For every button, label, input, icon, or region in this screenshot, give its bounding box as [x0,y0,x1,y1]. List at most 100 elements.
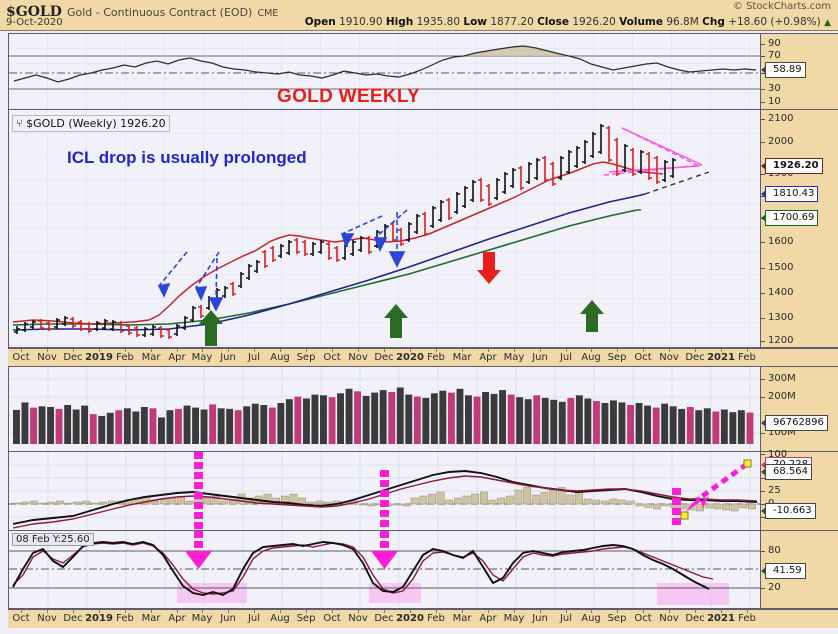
ppo-histogram-bar [557,487,566,505]
date-label-month: Mar [141,613,161,624]
date-label-month: Apr [479,613,497,624]
quote-date: 9-Oct-2020 [6,17,63,28]
ppo-histogram-bar [549,489,557,505]
ppo-histogram-bar [47,501,56,505]
ppo-histogram-bar [56,500,64,505]
date-tick [21,610,22,613]
volume-bar [695,410,703,444]
volume-bar [149,408,157,445]
date-label-month: May [191,352,213,363]
ppo-histogram-bar [99,501,108,505]
volume-bar [21,402,29,444]
ppo-histogram-bar [428,493,436,505]
stochastic-panel: 08 Feb Y:25.60 80 20 41.59 [8,531,838,609]
date-tick [591,610,592,613]
ppo-histogram-bar [739,503,748,509]
date-label-month: Jun [532,352,548,363]
ppo-axis: 100 50 25 0 -25 70.228 68.564 -10.663 [760,450,838,530]
volume-bar [183,405,191,444]
volume-bar [200,409,208,444]
date-label-month: Oct [12,352,30,363]
date-label-month: May [503,613,525,624]
volume-tick-100m: 100M [768,427,796,438]
date-tick [617,349,618,352]
price-tick-1300: 1300 [768,312,794,323]
volume-bar [729,412,737,444]
volume-bar [311,394,319,444]
volume-bar [175,408,182,444]
date-tick [254,610,255,613]
date-tick [177,610,178,613]
date-tick [151,610,152,613]
volume-tick-200m: 200M [768,391,796,402]
price-tick-1600: 1600 [768,236,794,247]
date-tick [73,349,74,352]
ppo-histogram-bar [644,503,653,508]
ppo-histogram-bar [81,500,90,505]
ppo-histogram-bar [505,495,514,505]
volume-bar [192,407,199,444]
date-label-month: Apr [168,613,186,624]
date-tick [280,610,281,613]
date-label-month: Dec [63,613,83,624]
ppo-histogram-bar [159,499,168,505]
symbol-ticker[interactable]: $GOLD [6,4,62,20]
ppo-histogram-bar [566,494,575,505]
date-label-month: Dec [374,352,394,363]
date-label-year: 2019 [85,352,113,363]
ppo-histogram-bar [211,496,220,505]
ppo-histogram-bar [436,491,445,505]
ppo-histogram-bar [748,503,756,510]
volume-bar [703,408,711,445]
date-label-month: Jun [532,613,548,624]
date-label-month: Oct [12,613,30,624]
rsi-tick-70: 70 [768,50,781,61]
stoch-tick-80: 80 [768,545,781,556]
date-tick [566,610,567,613]
ppo-histogram-bar [540,492,549,505]
volume-bar [234,410,242,444]
volume-bar [106,412,114,444]
stockcharts-watermark: © StockCharts.com [732,1,831,12]
date-tick [617,610,618,613]
date-tick [177,349,178,352]
price-tick-1500: 1500 [768,262,794,273]
date-tick [384,349,385,352]
date-label-month: Feb [427,352,445,363]
ppo-histogram-bar [419,495,428,505]
ppo-histogram-bar [575,492,583,505]
ppo-histogram-bar [531,494,540,505]
volume-bar [13,409,20,444]
rsi-tick-90: 90 [768,38,781,49]
date-label-month: Sep [607,352,627,363]
high-value: 1935.80 [416,16,461,28]
price-panel: ⑂ $GOLD (Weekly) 1926.20 ICL drop is usu… [8,110,838,348]
date-label-month: Sep [607,613,627,624]
price-tick-2100: 2100 [768,113,794,124]
date-label-year: 2020 [396,352,424,363]
ppo-histogram-bar [306,501,315,505]
ppo-histogram-bar [601,500,609,505]
rsi-tick-30: 30 [768,83,781,94]
date-tick [410,349,411,352]
ppo-histogram-bar [471,493,480,505]
ppo-histogram-bar [315,500,324,505]
date-tick [488,349,489,352]
symbol-line: $GOLD Gold - Continuous Contract (EOD) C… [6,1,278,20]
ppo-histogram-bar [704,503,713,509]
stochastic-plot: 08 Feb Y:25.60 [9,531,760,608]
volume-bar [371,392,379,444]
date-tick [125,610,126,613]
low-value: 1877.20 [490,16,534,28]
date-label-month: Dec [63,352,83,363]
ppo-histogram-bar [203,497,211,505]
ppo-histogram-bar [497,497,506,505]
date-label-year: 2020 [396,613,424,624]
date-label-month: Nov [348,613,368,624]
date-tick [669,349,670,352]
date-label-month: Apr [479,352,497,363]
volume-bar [294,396,302,444]
ppo-histogram-bar [453,497,462,505]
date-tick [280,349,281,352]
date-tick [669,610,670,613]
